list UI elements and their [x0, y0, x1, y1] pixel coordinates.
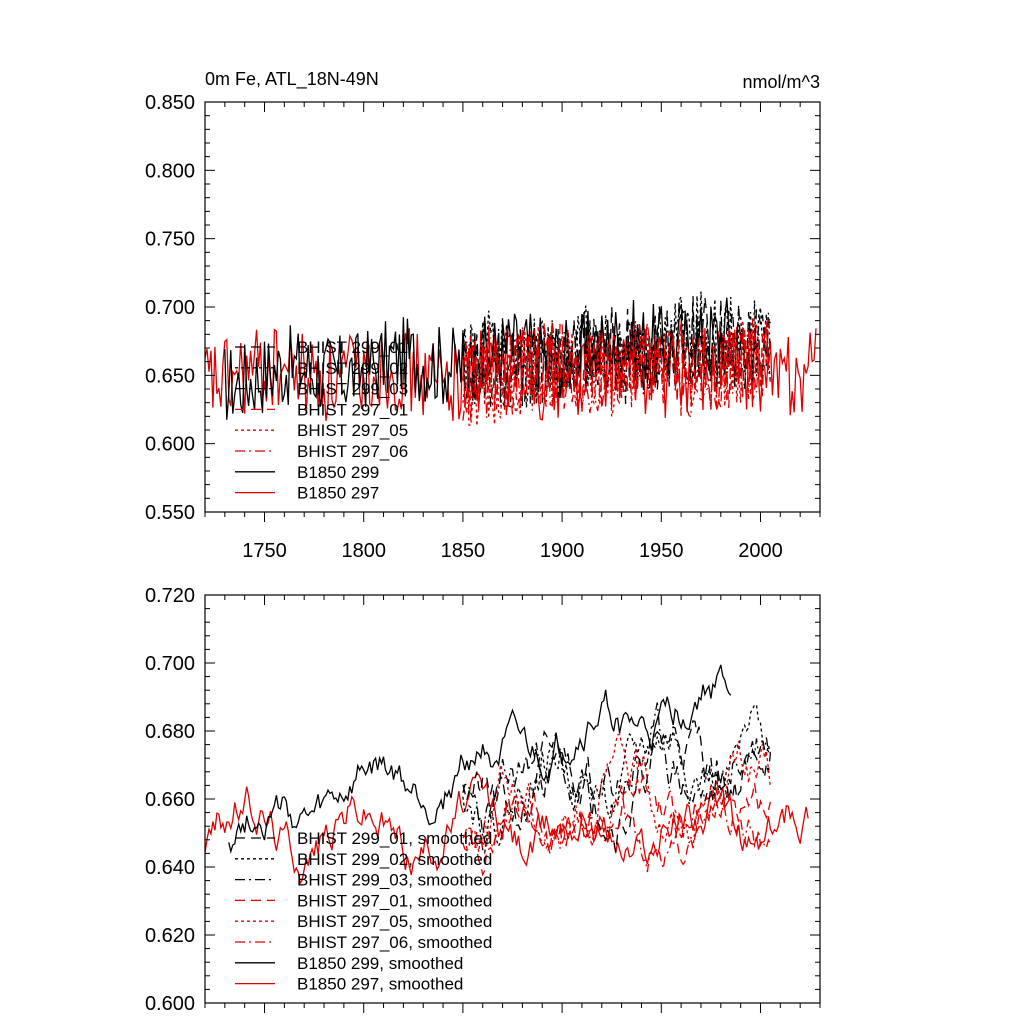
y-tick-label: 0.660: [145, 789, 195, 811]
y-tick-label: 0.850: [145, 92, 195, 114]
legend-entry: BHIST 299_01, smoothed: [297, 829, 492, 848]
x-tick-label: 1800: [341, 540, 386, 562]
legend-entry: BHIST 299_03: [297, 380, 408, 399]
top-panel: 0.550 0.600 0.650 0.700 0.750 0.800 0.850 1750 1…: [145, 92, 821, 562]
bottom-panel: 0.600 0.620 0.640 0.660 0.680 0.700 0.720 BHIST…: [145, 585, 821, 1015]
series-line-3: [462, 319, 772, 417]
legend-entry: BHIST 299_02, smoothed: [297, 850, 492, 869]
series-line-2: [462, 702, 771, 837]
legend-entry: BHIST 297_05: [297, 421, 408, 440]
legend-entry: BHIST 299_03, smoothed: [297, 871, 492, 890]
series-line-7: [205, 772, 809, 885]
chart-units: nmol/m^3: [743, 72, 820, 92]
x-tick-label: 1900: [540, 540, 585, 562]
x-tick-label: 1850: [441, 540, 486, 562]
series-line-4: [462, 733, 772, 852]
y-tick-label: 0.680: [145, 721, 195, 743]
legend-entry: BHIST 299_01: [297, 338, 408, 357]
legend-entry: B1850 297: [297, 484, 379, 503]
y-tick-label: 0.550: [145, 502, 195, 524]
y-tick-label: 0.700: [145, 653, 195, 675]
series-line-3: [462, 773, 772, 877]
legend-entry: BHIST 297_06: [297, 442, 408, 461]
x-tick-label: 1750: [242, 540, 287, 562]
legend-entry: B1850 297, smoothed: [297, 975, 463, 994]
y-tick-label: 0.620: [145, 925, 195, 947]
legend-entry: BHIST 297_06, smoothed: [297, 933, 492, 952]
y-tick-label: 0.640: [145, 857, 195, 879]
series-line-0: [462, 720, 772, 852]
series-line-5: [462, 318, 772, 422]
y-tick-label: 0.650: [145, 365, 195, 387]
chart-title: 0m Fe, ATL_18N-49N: [205, 69, 379, 90]
legend-entry: BHIST 299_02: [297, 359, 408, 378]
series-line-4: [462, 315, 772, 427]
y-tick-label: 0.600: [145, 993, 195, 1015]
legend-entry: BHIST 297_01, smoothed: [297, 891, 492, 910]
series-line-6: [228, 664, 732, 855]
legend-entry: B1850 299: [297, 463, 379, 482]
y-tick-label: 0.720: [145, 585, 195, 607]
legend-entry: BHIST 297_01: [297, 400, 408, 419]
x-tick-label: 2000: [738, 540, 783, 562]
y-tick-label: 0.600: [145, 434, 195, 456]
x-tick-label: 1950: [639, 540, 684, 562]
y-tick-label: 0.700: [145, 297, 195, 319]
legend-entry: B1850 299, smoothed: [297, 954, 463, 973]
y-tick-label: 0.800: [145, 160, 195, 182]
y-tick-label: 0.750: [145, 229, 195, 251]
series-line-5: [462, 785, 771, 873]
legend-entry: BHIST 297_05, smoothed: [297, 912, 492, 931]
